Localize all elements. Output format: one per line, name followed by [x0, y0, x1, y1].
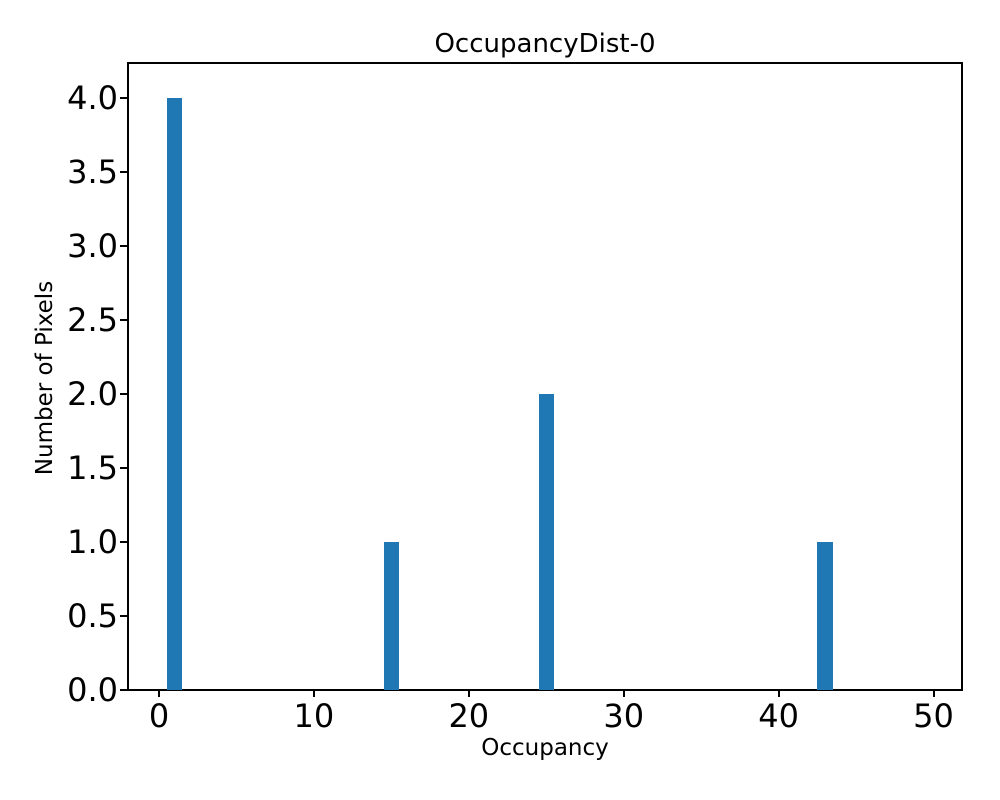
y-tick [120, 244, 127, 247]
x-tick-label: 50 [913, 697, 954, 735]
y-tick [120, 467, 127, 469]
x-tick-label: 0 [148, 697, 170, 735]
y-tick-label: 3.0 [67, 226, 118, 265]
x-tick [777, 690, 780, 697]
x-tick [312, 690, 315, 697]
x-tick [467, 690, 470, 697]
y-tick-label: 2.0 [67, 375, 118, 413]
x-axis-label: Occupancy [481, 735, 609, 761]
plot-area [127, 62, 963, 691]
y-tick-label: 2.5 [67, 301, 118, 339]
y-tick [120, 170, 127, 173]
bar [166, 97, 183, 690]
y-tick-label: 3.5 [67, 152, 118, 191]
x-tick-label: 20 [448, 697, 490, 735]
y-tick-label: 0.5 [67, 597, 118, 635]
x-tick [158, 690, 160, 697]
y-tick-label: 4.0 [67, 78, 118, 117]
y-tick [120, 689, 127, 691]
chart-title: OccupancyDist-0 [434, 29, 656, 59]
y-tick [120, 96, 127, 99]
x-tick [622, 690, 625, 697]
y-axis-label: Number of Pixels [32, 280, 58, 476]
y-tick [120, 393, 127, 395]
y-tick [120, 541, 127, 543]
bar [817, 542, 833, 690]
y-tick-label: 0.0 [67, 671, 118, 709]
bar [383, 542, 400, 690]
y-tick [120, 615, 127, 617]
y-tick [120, 319, 127, 321]
y-tick-label: 1.5 [67, 449, 118, 487]
x-tick-label: 10 [293, 697, 335, 735]
x-tick-label: 40 [758, 697, 799, 735]
y-tick-label: 1.0 [67, 523, 118, 561]
bar [538, 394, 554, 690]
x-tick-label: 30 [603, 697, 645, 735]
x-tick [932, 690, 935, 697]
